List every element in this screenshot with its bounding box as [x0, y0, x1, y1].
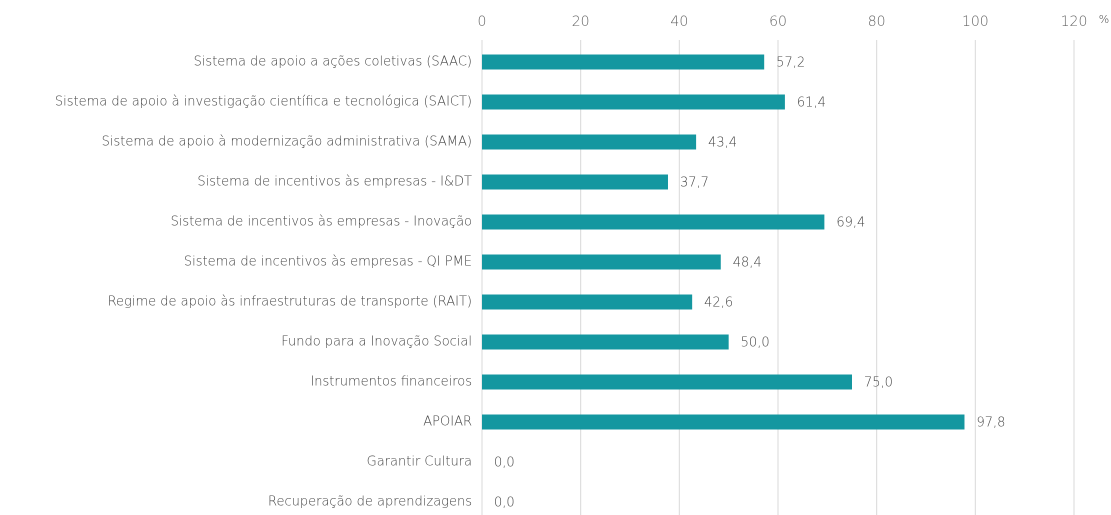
bar — [482, 94, 785, 110]
x-tick-label: 100 — [962, 14, 989, 30]
category-label: Sistema de incentivos às empresas - I&DT — [197, 175, 472, 190]
value-label: 61,4 — [797, 96, 826, 111]
bar — [482, 54, 765, 70]
value-label: 48,4 — [733, 256, 762, 271]
category-label: APOIAR — [423, 415, 472, 430]
category-label: Sistema de incentivos às empresas - Inov… — [171, 215, 472, 230]
x-tick-label: 60 — [769, 14, 787, 30]
x-tick-label: 120 — [1061, 14, 1088, 30]
category-label: Sistema de apoio a ações coletivas (SAAC… — [194, 55, 472, 70]
bar — [482, 414, 965, 430]
x-tick-label: 40 — [670, 14, 688, 30]
x-tick-label: 20 — [572, 14, 590, 30]
bar — [482, 254, 721, 270]
x-tick-label: 0 — [478, 14, 487, 30]
value-label: 0,0 — [494, 496, 515, 511]
value-label: 57,2 — [776, 56, 805, 71]
bar — [482, 174, 668, 190]
category-label: Sistema de incentivos às empresas - QI P… — [184, 255, 472, 270]
value-label: 97,8 — [976, 416, 1005, 431]
bar — [482, 214, 825, 230]
value-label: 0,0 — [494, 456, 515, 471]
category-label: Sistema de apoio à investigação científi… — [55, 95, 472, 110]
category-label: Garantir Cultura — [367, 455, 472, 470]
category-label: Regime de apoio às infraestruturas de tr… — [108, 295, 472, 310]
value-label: 75,0 — [864, 376, 893, 391]
category-label: Instrumentos financeiros — [310, 375, 472, 390]
category-label: Sistema de apoio à modernização administ… — [102, 135, 472, 150]
category-label: Fundo para a Inovação Social — [281, 335, 472, 350]
bar — [482, 294, 693, 310]
value-label: 50,0 — [741, 336, 770, 351]
value-label: 37,7 — [680, 176, 709, 191]
bar — [482, 134, 697, 150]
bar — [482, 334, 729, 350]
x-tick-label: 80 — [868, 14, 886, 30]
value-label: 43,4 — [708, 136, 737, 151]
value-label: 42,6 — [704, 296, 733, 311]
category-label: Recuperação de aprendizagens — [268, 495, 472, 510]
value-label: 69,4 — [836, 216, 865, 231]
unit-label: % — [1099, 13, 1109, 26]
bar — [482, 374, 852, 390]
